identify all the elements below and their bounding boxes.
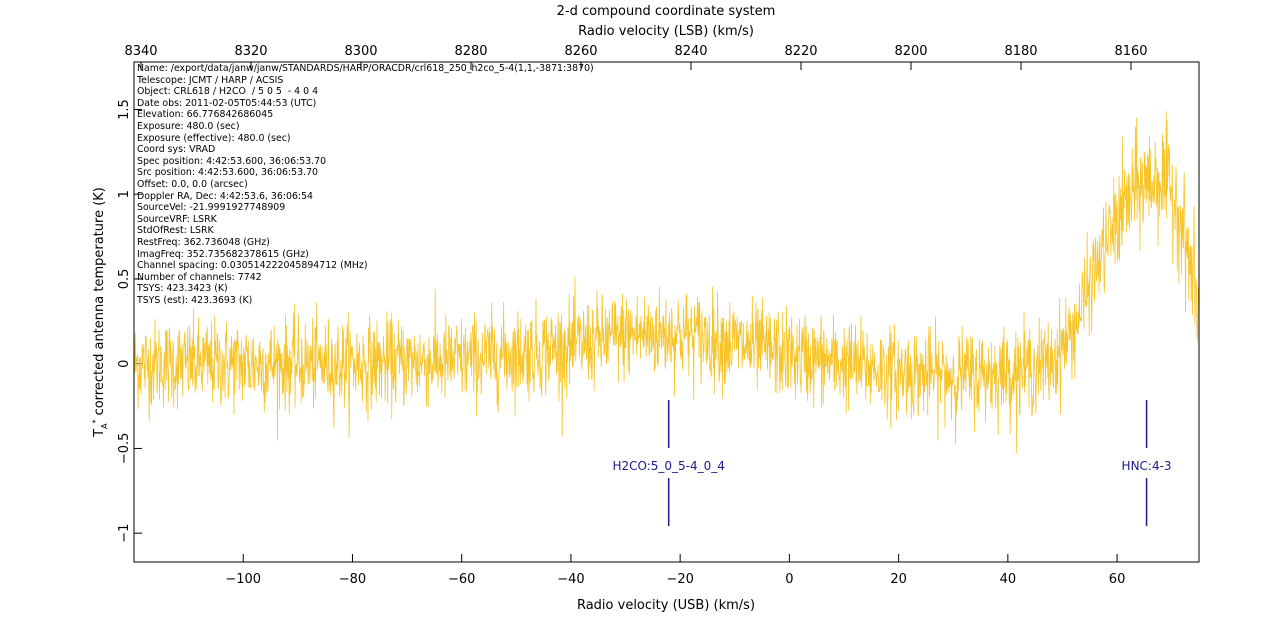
top-tick-label: 8180 (1004, 44, 1037, 59)
top-tick-label: 8160 (1114, 44, 1147, 59)
header-line: Spec position: 4:42:53.600, 36:06:53.70 (137, 155, 327, 167)
header-line: RestFreq: 362.736048 (GHz) (137, 236, 270, 248)
x-tick-label: −60 (448, 572, 475, 587)
bottom-axis-tick-labels: −100 −80 −60 −40 −20 0 20 40 60 (225, 572, 1125, 587)
tick-marks (134, 62, 1132, 562)
header-line: Coord sys: VRAD (137, 144, 216, 156)
y-tick-label: 0.5 (117, 269, 132, 290)
y-axis-label: TA* corrected antenna temperature (K) (91, 187, 109, 438)
x-tick-label: −100 (225, 572, 261, 587)
header-line: Offset: 0.0, 0.0 (arcsec) (137, 178, 248, 190)
y-axis-tick-labels: −1 −0.5 0 0.5 1 1.5 (117, 99, 132, 543)
y-label-subscript: A (100, 423, 109, 429)
y-tick-label: 1 (117, 190, 132, 198)
marker-label: H2CO:5_0_5-4_0_4 (612, 459, 724, 473)
y-label-symbol: T (92, 429, 107, 438)
y-label-superscript: * (91, 419, 100, 423)
top-tick-label: 8340 (124, 44, 157, 59)
header-line: SourceVRF: LSRK (137, 213, 217, 225)
spectrum-series (133, 110, 1200, 454)
header-line: Number of channels: 7742 (137, 271, 262, 283)
header-line: Exposure (effective): 480.0 (sec) (137, 132, 291, 144)
x-tick-label: −40 (557, 572, 584, 587)
top-tick-label: 8240 (674, 44, 707, 59)
x-tick-label: 0 (785, 572, 793, 587)
y-tick-label: −1 (117, 524, 132, 543)
y-tick-label: 0 (117, 360, 132, 368)
header-line: ImagFreq: 352.735682378615 (GHz) (137, 248, 309, 260)
y-tick-label: −0.5 (117, 433, 132, 465)
top-axis-tick-labels: 8340 8320 8300 8280 8260 8240 8220 8200 8180 8160 (124, 44, 1147, 59)
observation-header: Name: /export/data/janw/janw/STANDARDS/H… (137, 63, 594, 306)
x-tick-label: 60 (1109, 572, 1126, 587)
y-tick-label: 1.5 (117, 99, 132, 120)
header-line: TSYS: 423.3423 (K) (137, 283, 228, 295)
top-tick-label: 8280 (454, 44, 487, 59)
header-line: Exposure: 480.0 (sec) (137, 120, 240, 132)
header-line: Name: /export/data/janw/janw/STANDARDS/H… (137, 63, 594, 74)
line-markers: H2CO:5_0_5-4_0_4 HNC:4-3 (612, 400, 1172, 526)
header-line: Object: CRL618 / H2CO / 5 0 5 - 4 0 4 (137, 86, 319, 98)
top-tick-label: 8200 (894, 44, 927, 59)
top-axis-label: Radio velocity (LSB) (km/s) (578, 24, 754, 39)
header-line: TSYS (est): 423.3693 (K) (137, 294, 253, 306)
svg-text:TA*corrected antenna temperatu: TA* corrected antenna temperature (K) (91, 187, 109, 438)
y-label-text: corrected antenna temperature (K) (92, 187, 107, 415)
header-line: Channel spacing: 0.030514222045894712 (M… (137, 260, 368, 272)
top-tick-label: 8300 (344, 44, 377, 59)
header-line: Doppler RA, Dec: 4:42:53.6, 36:06:54 (137, 190, 314, 202)
top-tick-label: 8220 (784, 44, 817, 59)
header-line: Date obs: 2011-02-05T05:44:53 (UTC) (137, 97, 317, 109)
x-tick-label: 20 (890, 572, 907, 587)
chart-title: 2-d compound coordinate system (557, 4, 776, 19)
header-line: Src position: 4:42:53.600, 36:06:53.70 (137, 167, 318, 179)
top-tick-label: 8320 (234, 44, 267, 59)
header-line: Telescope: JCMT / HARP / ACSIS (137, 74, 284, 86)
bottom-axis-label: Radio velocity (USB) (km/s) (577, 598, 755, 613)
x-tick-label: −80 (339, 572, 366, 587)
header-line: SourceVel: -21.9991927748909 (137, 202, 286, 214)
marker-label: HNC:4-3 (1122, 459, 1172, 473)
top-tick-label: 8260 (564, 44, 597, 59)
x-tick-label: −20 (666, 572, 693, 587)
x-tick-label: 40 (1000, 572, 1017, 587)
header-line: Elevation: 66.776842686045 (137, 109, 274, 121)
spectrum-line (133, 110, 1200, 454)
header-line: StdOfRest: LSRK (137, 225, 214, 237)
plot-frame (133, 61, 1200, 563)
